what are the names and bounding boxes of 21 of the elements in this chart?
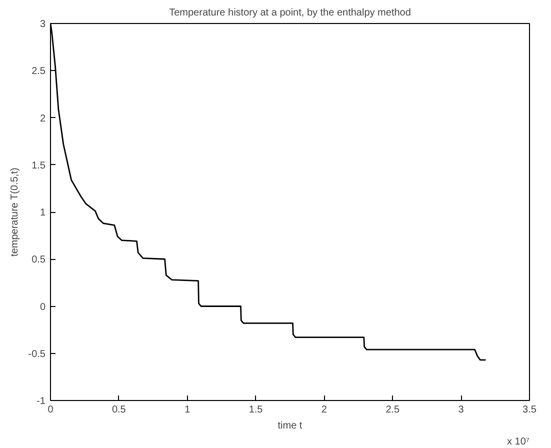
y-tick-label: 1 xyxy=(40,208,46,218)
y-tick-label: 2 xyxy=(40,113,46,124)
x-tick-label: 3.5 xyxy=(522,404,537,416)
y-tick-label: -1 xyxy=(36,396,46,407)
x-axis-title: time t xyxy=(278,420,302,432)
y-tick-label: -0.5 xyxy=(28,348,46,360)
x-tick-label: 1.5 xyxy=(248,404,264,416)
y-axis-title: temperature T(0.5,t) xyxy=(9,168,20,256)
y-tick-label: 3 xyxy=(40,19,46,30)
x-tick-label: 1 xyxy=(184,404,191,416)
x-tick-label: 2.5 xyxy=(386,404,400,416)
x-tick-label: 3 xyxy=(458,404,464,416)
y-tick-label: 2.5 xyxy=(32,66,46,78)
x-tick-label: 0.5 xyxy=(112,404,126,416)
chart-title: Temperature history at a point, by the enthalpy method xyxy=(169,8,411,18)
y-tick-label: 0.5 xyxy=(32,254,46,266)
x-tick-label: 0 xyxy=(48,404,54,416)
text: x 10⁷ xyxy=(506,436,530,448)
x-tick-label: 2 xyxy=(321,404,328,416)
y-tick-label: 0 xyxy=(40,302,46,313)
y-tick-label: 1.5 xyxy=(32,160,46,172)
